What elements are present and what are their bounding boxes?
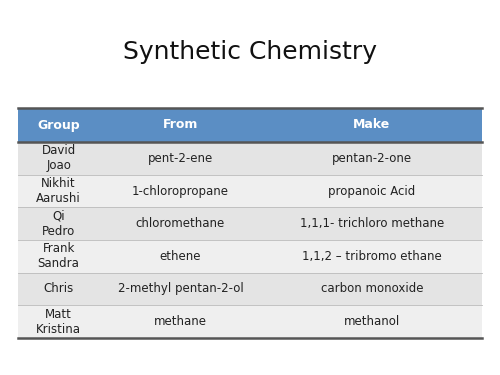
Text: methane: methane [154, 315, 207, 328]
Bar [18, 305, 482, 338]
Text: 1,1,1- trichloro methane: 1,1,1- trichloro methane [300, 217, 444, 230]
Text: Qi
Pedro: Qi Pedro [42, 210, 75, 238]
Text: carbon monoxide: carbon monoxide [320, 282, 423, 296]
Text: Frank
Sandra: Frank Sandra [38, 242, 80, 270]
Bar [18, 207, 482, 240]
Text: propanoic Acid: propanoic Acid [328, 184, 416, 198]
Bar [18, 142, 482, 175]
Text: 1,1,2 – tribromo ethane: 1,1,2 – tribromo ethane [302, 250, 442, 263]
Text: pent-2-ene: pent-2-ene [148, 152, 213, 165]
Text: Chris: Chris [44, 282, 74, 296]
Bar [18, 273, 482, 305]
Text: methanol: methanol [344, 315, 400, 328]
Text: Nikhit
Aarushi: Nikhit Aarushi [36, 177, 81, 205]
Text: ethene: ethene [160, 250, 201, 263]
Text: From: From [162, 118, 198, 132]
Text: chloromethane: chloromethane [136, 217, 225, 230]
Bar [18, 175, 482, 207]
Bar [18, 240, 482, 273]
Text: 1-chloropropane: 1-chloropropane [132, 184, 229, 198]
Text: Make: Make [353, 118, 391, 132]
Text: Synthetic Chemistry: Synthetic Chemistry [123, 40, 377, 64]
Text: David
Joao: David Joao [42, 144, 76, 172]
Text: pentan-2-one: pentan-2-one [332, 152, 412, 165]
Bar [18, 108, 482, 142]
Text: Matt
Kristina: Matt Kristina [36, 308, 81, 336]
Text: Group: Group [38, 118, 80, 132]
Text: 2-methyl pentan-2-ol: 2-methyl pentan-2-ol [118, 282, 244, 296]
